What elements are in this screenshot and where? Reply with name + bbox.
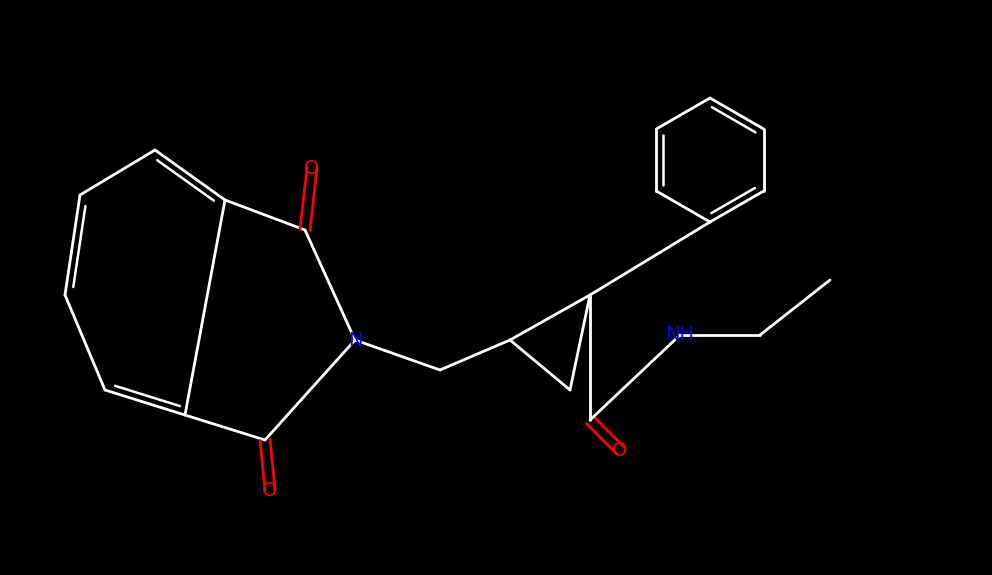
Text: O: O xyxy=(612,440,628,459)
Text: N: N xyxy=(348,331,362,350)
Text: NH: NH xyxy=(666,325,694,344)
Text: O: O xyxy=(262,481,278,500)
Text: O: O xyxy=(305,159,319,178)
